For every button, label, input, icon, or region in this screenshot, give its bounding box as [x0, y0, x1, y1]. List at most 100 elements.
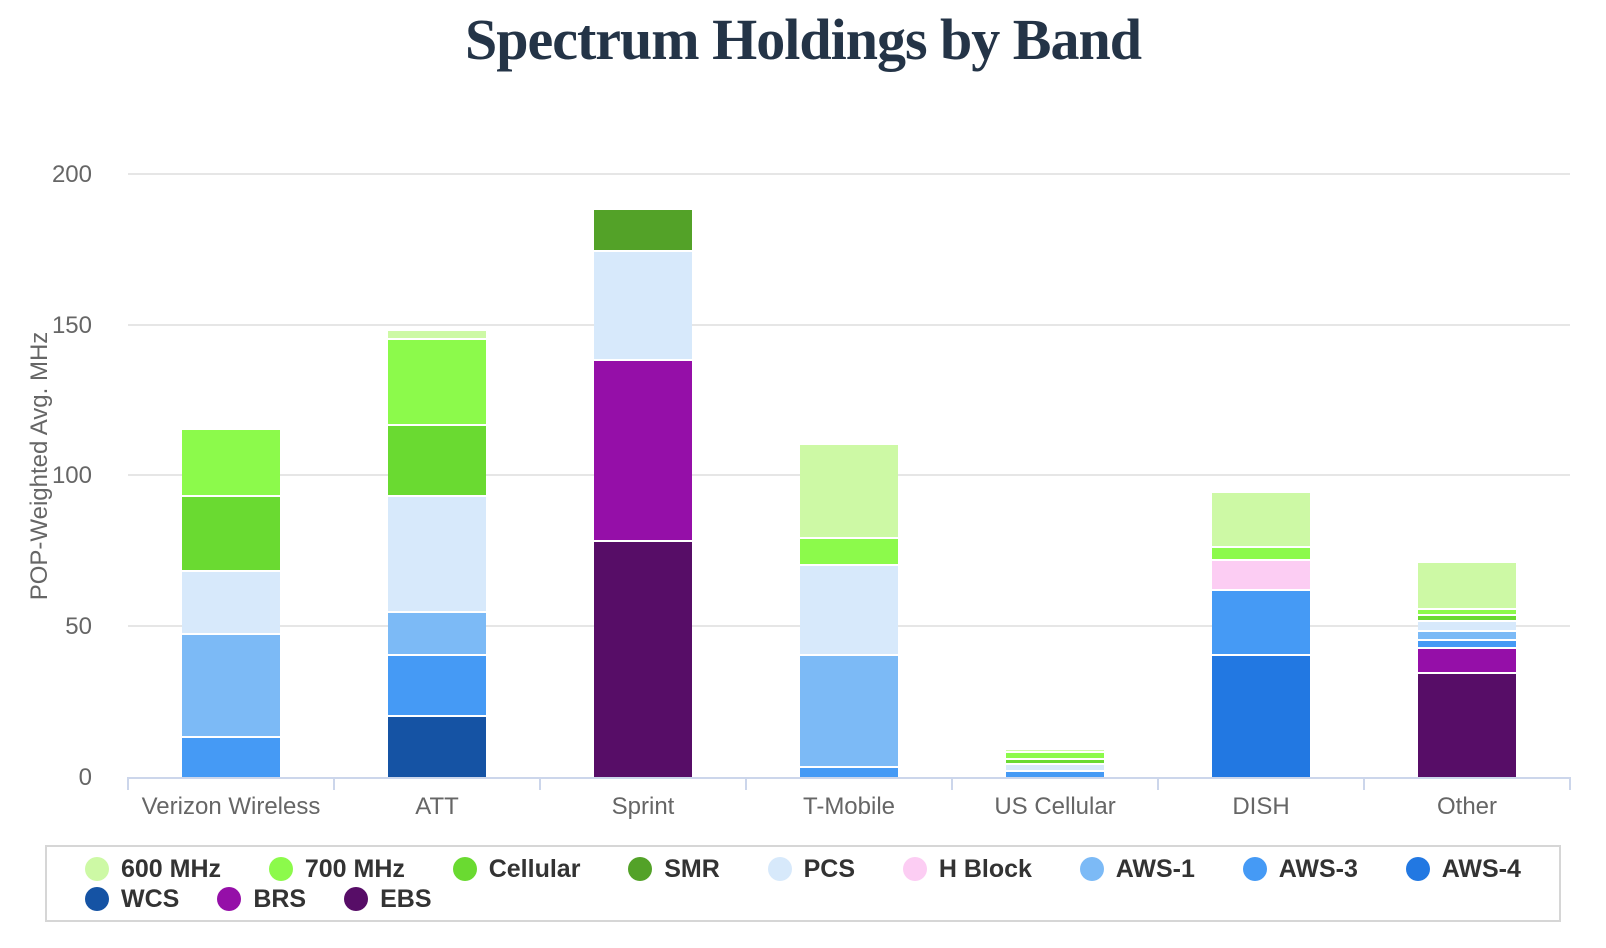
legend-item-h-block[interactable]: H Block — [902, 854, 1032, 884]
category-label: T-Mobile — [802, 793, 896, 820]
legend-row-1: 600 MHz 700 MHz Cellular SMR PCS H Block AWS-1… — [85, 854, 1521, 884]
bar-segment-700-mhz[interactable] — [388, 339, 486, 426]
legend-marker-icon — [217, 887, 242, 911]
category-label: Verizon Wireless — [141, 793, 321, 820]
legend-marker-icon — [452, 857, 477, 881]
legend-marker-icon — [1079, 857, 1104, 881]
bar-segment-700-mhz[interactable] — [1006, 752, 1104, 761]
bar-segment-ebs[interactable] — [1418, 674, 1516, 777]
bar-segment-aws-3[interactable] — [1418, 641, 1516, 649]
bar-segment-600-mhz[interactable] — [1006, 749, 1104, 753]
legend-item-label: AWS-4 — [1441, 854, 1521, 883]
bar-column-other — [1418, 562, 1516, 777]
bar-segment-600-mhz[interactable] — [1418, 562, 1516, 610]
legend-item-label: EBS — [380, 884, 432, 913]
bar-segment-pcs[interactable] — [1006, 764, 1104, 773]
bar-segment-aws-1[interactable] — [800, 656, 898, 768]
bar-segment-brs[interactable] — [594, 360, 692, 542]
bar-column-t-mobile — [800, 445, 898, 777]
legend-item-aws-4[interactable]: AWS-4 — [1405, 854, 1521, 884]
y-tick-label: 50 — [65, 613, 92, 641]
legend-marker-icon — [85, 857, 109, 881]
bar-segment-600-mhz[interactable] — [1212, 493, 1310, 548]
legend-item-pcs[interactable]: PCS — [767, 855, 855, 884]
legend-item-label: AWS-1 — [1115, 854, 1195, 883]
bar-segment-pcs[interactable] — [1418, 621, 1516, 633]
category-label: DISH — [1232, 793, 1290, 820]
bar-segment-cellular[interactable] — [388, 425, 486, 497]
bar-segment-700-mhz[interactable] — [1212, 547, 1310, 562]
legend-item-aws-3[interactable]: AWS-3 — [1242, 854, 1358, 884]
category-label: ATT — [415, 793, 459, 820]
legend-row-2: WCS BRS EBS — [85, 884, 1521, 914]
legend-item-wcs[interactable]: WCS — [85, 885, 179, 914]
legend-item-label: BRS — [253, 884, 307, 913]
legend-item-label: H Block — [938, 854, 1032, 883]
bar-segment-aws-1[interactable] — [1418, 632, 1516, 642]
gridline — [128, 323, 1570, 326]
bar-segment-pcs[interactable] — [182, 571, 280, 636]
bar-segment-cellular[interactable] — [1418, 615, 1516, 622]
bar-segment-h-block[interactable] — [1212, 561, 1310, 592]
x-tick-mark — [1363, 777, 1365, 790]
bar-segment-cellular[interactable] — [1006, 760, 1104, 765]
legend-item-label: AWS-3 — [1278, 854, 1358, 883]
legend-item-ebs[interactable]: EBS — [344, 884, 432, 914]
bar-column-dish — [1212, 493, 1310, 777]
legend-marker-icon — [1242, 857, 1267, 881]
legend-item-700-mhz[interactable]: 700 MHz — [268, 855, 405, 884]
legend-marker-icon — [344, 887, 369, 911]
bar-segment-pcs[interactable] — [800, 565, 898, 657]
legend-item-brs[interactable]: BRS — [217, 885, 306, 914]
bar-segment-aws-1[interactable] — [388, 612, 486, 657]
category-label: Sprint — [611, 793, 675, 820]
bar-segment-aws-3[interactable] — [800, 767, 898, 777]
bar-segment-aws-3[interactable] — [1006, 772, 1104, 777]
bar-column-us-cellular — [1006, 749, 1104, 777]
chart-title: Spectrum Holdings by Band — [464, 7, 1142, 72]
legend-marker-icon — [268, 857, 293, 881]
bar-segment-aws-4[interactable] — [1212, 656, 1310, 777]
y-tick-label: 100 — [51, 462, 92, 490]
bar-segment-pcs[interactable] — [388, 496, 486, 613]
bar-segment-smr[interactable] — [594, 209, 692, 253]
bar-segment-pcs[interactable] — [594, 252, 692, 361]
bar-segment-700-mhz[interactable] — [1418, 609, 1516, 616]
y-tick-label: 0 — [78, 764, 92, 791]
x-axis-line — [127, 777, 1571, 779]
legend-item-smr[interactable]: SMR — [628, 855, 720, 884]
bar-segment-wcs[interactable] — [388, 716, 486, 777]
x-tick-mark — [745, 777, 747, 790]
legend-marker-icon — [902, 857, 927, 881]
bar-segment-aws-1[interactable] — [182, 635, 280, 738]
legend-item-600-mhz[interactable]: 600 MHz — [85, 855, 221, 884]
legend-item-cellular[interactable]: Cellular — [452, 854, 581, 884]
legend-marker-icon — [767, 857, 792, 881]
bar-segment-aws-3[interactable] — [1212, 591, 1310, 657]
bar-segment-ebs[interactable] — [594, 541, 692, 777]
legend-marker-icon — [85, 887, 109, 911]
y-tick-label: 200 — [51, 160, 92, 188]
legend-marker-icon — [1405, 857, 1430, 881]
x-tick-mark — [333, 777, 335, 790]
legend: 600 MHz 700 MHz Cellular SMR PCS H Block AWS-1… — [45, 845, 1561, 922]
bar-segment-aws-3[interactable] — [388, 656, 486, 717]
bar-segment-700-mhz[interactable] — [800, 538, 898, 566]
bar-segment-600-mhz[interactable] — [800, 445, 898, 539]
bar-column-sprint — [594, 209, 692, 777]
x-tick-mark — [539, 777, 541, 790]
bar-segment-700-mhz[interactable] — [182, 430, 280, 497]
bar-segment-brs[interactable] — [1418, 648, 1516, 675]
legend-item-aws-1[interactable]: AWS-1 — [1079, 854, 1195, 884]
bar-segment-aws-3[interactable] — [182, 737, 280, 777]
legend-item-label: Cellular — [488, 854, 581, 883]
legend-marker-icon — [628, 857, 653, 881]
legend-item-label: SMR — [664, 854, 720, 883]
category-label: Other — [1436, 793, 1498, 820]
x-tick-mark — [1157, 777, 1159, 790]
bar-segment-cellular[interactable] — [182, 496, 280, 572]
x-tick-mark — [127, 777, 129, 790]
legend-item-label: WCS — [121, 884, 180, 913]
bar-segment-600-mhz[interactable] — [388, 330, 486, 340]
